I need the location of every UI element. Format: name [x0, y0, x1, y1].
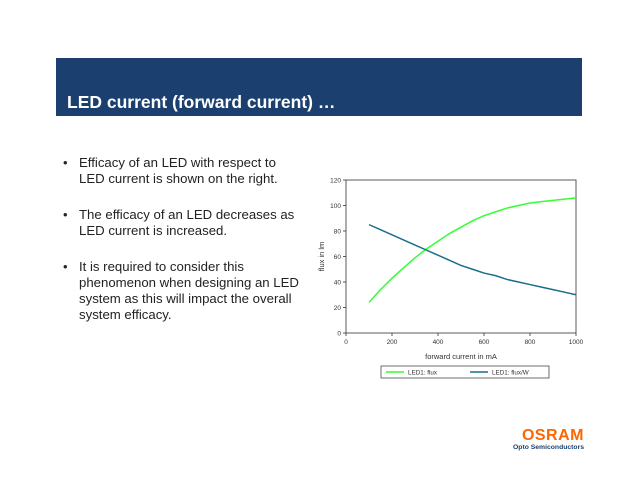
logo-tagline: Opto Semiconductors — [513, 444, 584, 451]
x-tick-label: 0 — [344, 339, 348, 346]
y-axis-label: flux in lm — [317, 242, 326, 272]
legend-box — [380, 365, 550, 379]
bullet-symbol: • — [63, 207, 68, 222]
series-line-flux — [368, 197, 577, 303]
bullet-item: • The efficacy of an LED decreases as LE… — [63, 207, 303, 239]
bullet-item: • It is required to consider this phenom… — [63, 259, 303, 323]
x-tick-label: 200 — [387, 339, 398, 346]
logo-wordmark: OSRAM — [521, 427, 584, 444]
bullet-symbol: • — [63, 155, 68, 170]
osram-logo: OSRAM Opto Semiconductors — [512, 427, 584, 452]
y-tick-label: 100 — [330, 203, 341, 210]
y-tick-label: 20 — [334, 305, 342, 312]
bullet-text: The efficacy of an LED decreases as LED … — [79, 207, 295, 238]
x-tick-label: 400 — [433, 339, 444, 346]
y-tick-label: 0 — [337, 331, 341, 338]
y-tick-label: 120 — [330, 178, 341, 185]
series-line-flux-per-watt — [368, 223, 577, 296]
slide-title: LED current (forward current) … — [67, 92, 336, 112]
plot-frame — [345, 179, 577, 334]
bullet-list: • Efficacy of an LED with respect to LED… — [63, 155, 303, 343]
bullet-text: Efficacy of an LED with respect to LED c… — [79, 155, 278, 186]
title-bar: LED current (forward current) … — [56, 58, 582, 116]
x-tick-label: 600 — [479, 339, 490, 346]
legend-label: LED1: flux — [408, 370, 438, 377]
y-tick-label: 40 — [334, 280, 342, 287]
bullet-symbol: • — [63, 259, 68, 274]
y-tick-label: 80 — [334, 229, 342, 236]
bullet-item: • Efficacy of an LED with respect to LED… — [63, 155, 303, 187]
x-tick-label: 1000 — [569, 339, 584, 346]
legend-label: LED1: flux/W — [492, 370, 529, 377]
bullet-text: It is required to consider this phenomen… — [79, 259, 299, 322]
x-axis-label: forward current in mA — [425, 352, 497, 361]
x-tick-label: 800 — [525, 339, 536, 346]
y-tick-label: 60 — [334, 254, 342, 261]
flux-chart: 0 20 40 60 80 100 120 0 200 400 600 800 1000 forward … — [317, 178, 584, 379]
